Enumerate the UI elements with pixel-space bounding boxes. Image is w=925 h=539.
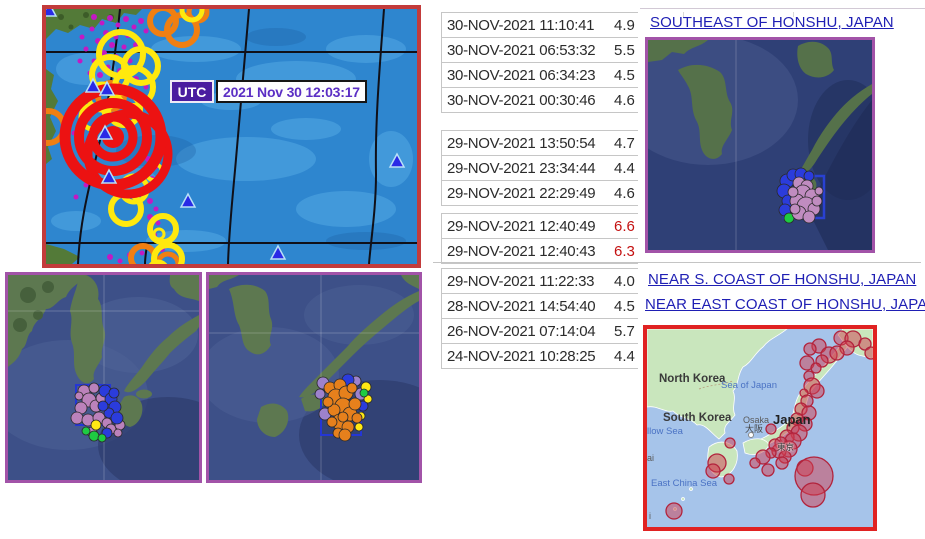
event-datetime: 24-NOV-2021 10:28:25	[447, 347, 596, 365]
event-dot-cluster	[70, 382, 126, 443]
satellite-map-korea-japan[interactable]	[5, 272, 202, 483]
label-tokyo-japanese: 東京	[777, 442, 795, 452]
grid-tick	[683, 12, 684, 17]
event-magnitude: 5.5	[614, 41, 635, 59]
satellite-map-graphic	[209, 275, 419, 480]
event-row: 29-NOV-2021 23:34:44 4.4	[442, 156, 638, 181]
event-row: 30-NOV-2021 00:30:46 4.6	[442, 88, 638, 113]
label-south-korea: South Korea	[663, 412, 732, 424]
event-row: 28-NOV-2021 14:54:40 4.5	[442, 294, 638, 319]
station-triangles	[46, 9, 406, 260]
event-datetime: 30-NOV-2021 06:34:23	[447, 66, 596, 84]
event-datetime: 26-NOV-2021 07:14:04	[447, 322, 596, 340]
event-magnitude: 4.6	[614, 91, 635, 109]
event-datetime: 29-NOV-2021 23:34:44	[447, 159, 596, 177]
event-magnitude: 4.9	[614, 16, 635, 34]
event-datetime: 30-NOV-2021 06:53:32	[447, 41, 596, 59]
label-osaka: Osaka	[743, 415, 770, 425]
event-table-segment-30nov: 30-NOV-2021 11:10:41 4.9 30-NOV-2021 06:5…	[441, 12, 638, 113]
satellite-map-southeast-honshu[interactable]	[645, 37, 875, 253]
osaka-city-marker	[748, 432, 754, 438]
event-magnitude: 5.7	[614, 322, 635, 340]
event-row: 29-NOV-2021 11:22:33 4.0	[442, 269, 638, 294]
event-row: 29-NOV-2021 22:29:49 4.6	[442, 181, 638, 206]
label-sea-of-japan: Sea of Japan	[721, 380, 777, 391]
event-row: 29-NOV-2021 13:50:54 4.7	[442, 131, 638, 156]
label-shanghai-partial: ai	[647, 453, 655, 463]
event-table-segment-older: 29-NOV-2021 11:22:33 4.0 28-NOV-2021 14:5…	[441, 268, 638, 369]
event-datetime: 30-NOV-2021 11:10:41	[447, 16, 595, 34]
event-row: 30-NOV-2021 06:53:32 5.5	[442, 38, 638, 63]
label-north-korea: North Korea	[659, 373, 726, 385]
event-datetime: 29-NOV-2021 22:29:49	[447, 184, 596, 202]
utc-clock-value: 2021 Nov 30 12:03:17	[216, 80, 367, 103]
event-row: 29-NOV-2021 12:40:43 6.3	[442, 239, 638, 264]
link-near-east-coast-of-honshu[interactable]: NEAR EAST COAST OF HONSHU, JAPAN	[645, 296, 925, 313]
link-near-s-coast-of-honshu[interactable]: NEAR S. COAST OF HONSHU, JAPAN	[648, 271, 917, 288]
event-datetime: 29-NOV-2021 12:40:43	[447, 242, 596, 260]
event-datetime: 28-NOV-2021 14:54:40	[447, 297, 596, 315]
table-grid-line-middle	[433, 262, 921, 263]
utc-clock-label: UTC	[170, 80, 214, 103]
table-grid-line-top	[640, 8, 925, 17]
event-datetime: 29-NOV-2021 12:40:49	[447, 217, 596, 235]
region-map-japan-events[interactable]: North Korea Sea of Japan South Korea Osa…	[643, 325, 877, 531]
seismicity-map[interactable]: UTC 2021 Nov 30 12:03:17	[42, 5, 421, 268]
satellite-map-graphic	[8, 275, 199, 480]
label-yellow-sea-partial: llow Sea	[647, 426, 683, 437]
event-magnitude: 4.5	[614, 297, 635, 315]
event-magnitude: 4.0	[614, 272, 635, 290]
event-row: 29-NOV-2021 12:40:49 6.6	[442, 214, 638, 239]
region-map-graphic	[647, 329, 873, 527]
event-datetime: 30-NOV-2021 00:30:46	[447, 91, 596, 109]
satellite-map-graphic	[648, 40, 872, 250]
event-row: 24-NOV-2021 10:28:25 4.4	[442, 344, 638, 369]
event-row: 30-NOV-2021 06:34:23 4.5	[442, 63, 638, 88]
event-table-segment-mainshocks: 29-NOV-2021 12:40:49 6.6 29-NOV-2021 12:4…	[441, 213, 638, 264]
event-magnitude: 4.6	[614, 184, 635, 202]
event-magnitude: 4.4	[614, 347, 635, 365]
label-east-china-sea: East China Sea	[651, 478, 718, 489]
event-table-segment-29nov: 29-NOV-2021 13:50:54 4.7 29-NOV-2021 23:3…	[441, 130, 638, 206]
event-dot-cluster	[776, 167, 824, 224]
event-dot-cluster	[314, 373, 373, 442]
event-datetime: 29-NOV-2021 13:50:54	[447, 134, 596, 152]
link-southeast-of-honshu[interactable]: SOUTHEAST OF HONSHU, JAPAN	[650, 14, 894, 31]
event-row: 30-NOV-2021 11:10:41 4.9	[442, 13, 638, 38]
label-osaka-japanese: 大阪	[745, 424, 764, 434]
event-magnitude: 4.4	[614, 159, 635, 177]
satellite-map-honshu[interactable]	[206, 272, 422, 483]
red-quake-rings	[59, 83, 173, 199]
label-japan: Japan	[773, 412, 811, 427]
event-magnitude: 6.6	[614, 217, 635, 235]
event-datetime: 29-NOV-2021 11:22:33	[447, 272, 595, 290]
label-bottom-left-partial: i	[649, 511, 651, 521]
event-circles	[665, 330, 873, 520]
event-row: 26-NOV-2021 07:14:04 5.7	[442, 319, 638, 344]
utc-clock: UTC 2021 Nov 30 12:03:17	[170, 80, 367, 103]
grid-tick	[793, 12, 794, 17]
event-magnitude: 4.5	[614, 66, 635, 84]
event-magnitude: 4.7	[614, 134, 635, 152]
event-magnitude: 6.3	[614, 242, 635, 260]
seismicity-map-graphic	[46, 9, 417, 264]
